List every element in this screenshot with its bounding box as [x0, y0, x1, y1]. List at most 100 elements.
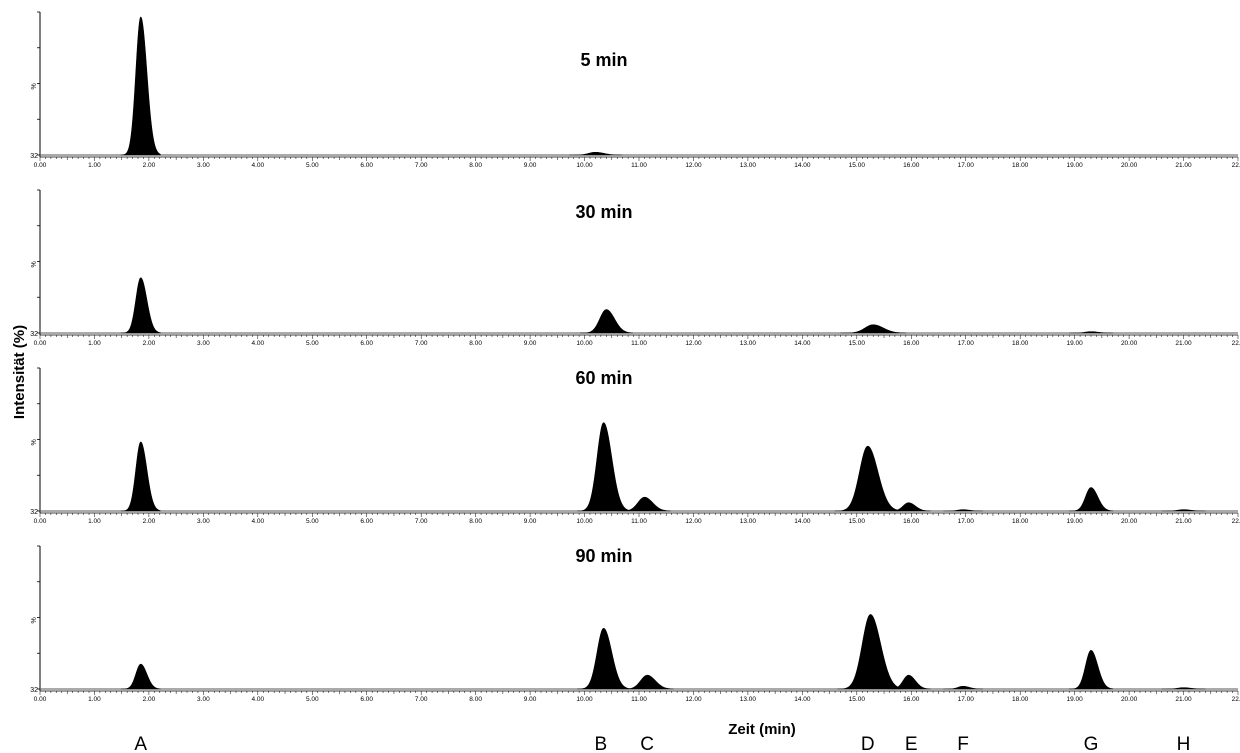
peak-A [120, 663, 161, 690]
x-tick-label: 16.00 [903, 696, 920, 703]
x-tick-label: 6.00 [360, 696, 373, 703]
x-tick-label: 10.00 [576, 340, 593, 347]
peak-B [569, 151, 622, 156]
peak-B [577, 627, 631, 690]
x-tick-label: 0.00 [34, 696, 47, 703]
y-baseline-label: 32 [30, 509, 38, 516]
peak-D [837, 614, 904, 690]
panel-title: 60 min [575, 368, 632, 388]
x-tick-label: 13.00 [740, 340, 757, 347]
x-tick-label: 11.00 [631, 518, 647, 525]
y-baseline-label: 32 [30, 687, 38, 694]
x-tick-label: 17.00 [958, 696, 975, 703]
x-tick-label: 6.00 [360, 518, 373, 525]
panel-title: 5 min [580, 50, 627, 70]
x-tick-label: 7.00 [415, 162, 428, 169]
x-tick-label: 0.00 [34, 340, 47, 347]
x-tick-label: 16.00 [903, 518, 920, 525]
x-tick-label: 16.00 [903, 340, 920, 347]
peak-G [1068, 650, 1114, 690]
x-tick-label: 15.00 [849, 162, 866, 169]
peak-C [618, 496, 671, 512]
x-tick-label: 1.00 [88, 696, 101, 703]
peak-label-A: A [134, 734, 147, 753]
x-tick-label: 9.00 [524, 162, 537, 169]
peak-G [1068, 487, 1114, 512]
peak-E [886, 502, 931, 512]
x-tick-label: 2.00 [143, 696, 156, 703]
panel-2: % 32 0.00 1.00 2.00 3.00 4.00 5.00 6.00 7.00 8.00 9… [30, 367, 1240, 525]
x-axis-label: Zeit (min) [728, 721, 796, 738]
x-tick-label: 7.00 [415, 340, 428, 347]
x-tick-label: 18.00 [1012, 518, 1029, 525]
x-tick-label: 20.00 [1121, 162, 1138, 169]
peak-D [834, 445, 901, 512]
x-tick-label: 4.00 [251, 696, 264, 703]
peak-B [579, 309, 633, 334]
x-tick-label: 0.00 [34, 518, 47, 525]
panel-1: % 32 0.00 1.00 2.00 3.00 4.00 5.00 6.00 7.00 8.00 9… [30, 189, 1240, 347]
x-tick-label: 2.00 [143, 340, 156, 347]
peak-label-F: F [957, 734, 969, 753]
y-axis-label: Intensität (%) [11, 325, 28, 419]
x-tick-label: 21.00 [1175, 340, 1192, 347]
x-tick-label: 10.00 [576, 518, 593, 525]
peak-label-D: D [861, 734, 875, 753]
x-tick-label: 11.00 [631, 162, 647, 169]
x-tick-label: 20.00 [1121, 518, 1138, 525]
x-tick-label: 17.00 [958, 162, 975, 169]
x-tick-label: 15.00 [849, 340, 866, 347]
x-tick-label: 12.00 [685, 518, 702, 525]
x-tick-label: 5.00 [306, 340, 319, 347]
x-tick-label: 5.00 [306, 696, 319, 703]
peak-label-H: H [1177, 734, 1191, 753]
x-tick-label: 11.00 [631, 696, 647, 703]
panel-3: % 32 0.00 1.00 2.00 3.00 4.00 5.00 6.00 7.00 8.00 9… [30, 545, 1240, 703]
x-tick-label: 16.00 [903, 162, 920, 169]
x-tick-label: 7.00 [415, 518, 428, 525]
x-tick-label: 0.00 [34, 162, 47, 169]
x-tick-label: 14.00 [794, 162, 811, 169]
x-tick-label: 10.00 [576, 696, 593, 703]
peak-C [621, 674, 674, 690]
x-tick-label: 1.00 [88, 340, 101, 347]
x-tick-label: 8.00 [469, 696, 482, 703]
x-tick-label: 14.00 [794, 340, 811, 347]
x-tick-label: 13.00 [740, 518, 757, 525]
panel-title: 90 min [575, 546, 632, 566]
x-tick-label: 3.00 [197, 696, 210, 703]
x-tick-label: 12.00 [685, 340, 702, 347]
x-tick-label: 2.00 [143, 162, 156, 169]
x-tick-label: 22.0 [1232, 518, 1240, 525]
peak-B [577, 422, 631, 512]
x-tick-label: 6.00 [360, 340, 373, 347]
x-tick-label: 22.0 [1232, 696, 1240, 703]
x-tick-label: 5.00 [306, 162, 319, 169]
y-baseline-label: 32 [30, 153, 38, 160]
peak-label-E: E [905, 734, 918, 753]
peak-A [120, 16, 161, 156]
y-percent-label: % [31, 261, 38, 267]
x-tick-label: 21.00 [1175, 162, 1192, 169]
x-tick-label: 2.00 [143, 518, 156, 525]
x-tick-label: 15.00 [849, 518, 866, 525]
x-tick-label: 18.00 [1012, 696, 1029, 703]
x-tick-label: 9.00 [524, 340, 537, 347]
y-percent-label: % [31, 439, 38, 445]
x-tick-label: 5.00 [306, 518, 319, 525]
x-tick-label: 4.00 [251, 518, 264, 525]
x-tick-label: 18.00 [1012, 340, 1029, 347]
x-tick-label: 17.00 [958, 340, 975, 347]
x-tick-label: 18.00 [1012, 162, 1029, 169]
x-tick-label: 4.00 [251, 162, 264, 169]
x-tick-label: 3.00 [197, 162, 210, 169]
x-tick-label: 12.00 [685, 696, 702, 703]
peak-H [1161, 509, 1206, 512]
x-tick-label: 12.00 [685, 162, 702, 169]
y-percent-label: % [31, 617, 38, 623]
x-tick-label: 17.00 [958, 518, 975, 525]
x-tick-label: 3.00 [197, 518, 210, 525]
x-tick-label: 15.00 [849, 696, 866, 703]
x-tick-label: 7.00 [415, 696, 428, 703]
